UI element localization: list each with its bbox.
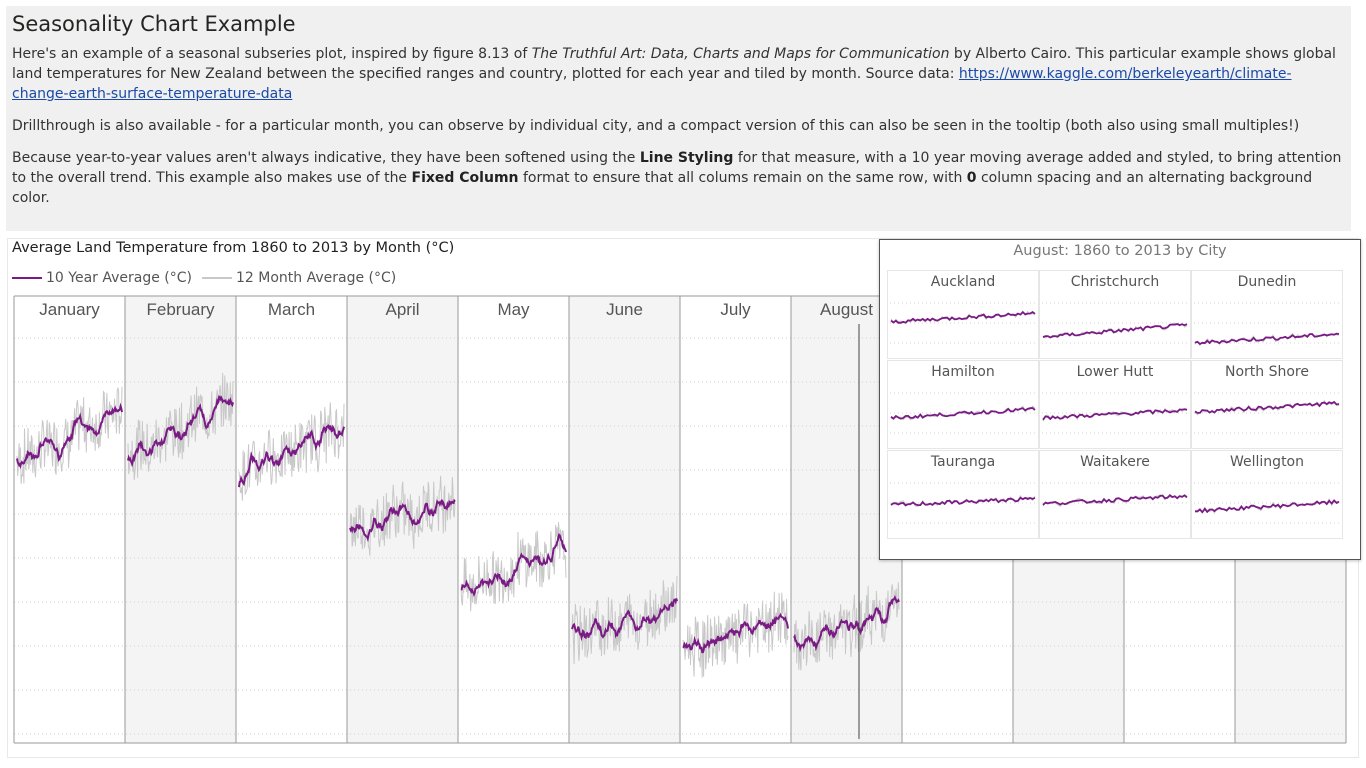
styling-text-f: 0 — [966, 170, 977, 186]
styling-text-a: Because year-to-year values aren't alway… — [12, 150, 640, 166]
series-10-year-february — [127, 395, 234, 468]
city-10-year-line — [1194, 499, 1340, 514]
city-sparkline — [890, 392, 1036, 434]
series-12-month-june — [571, 575, 678, 664]
month-label: April — [385, 300, 419, 319]
city-name: North Shore — [1225, 364, 1309, 380]
month-label: May — [497, 300, 530, 319]
city-10-year-line — [1042, 323, 1188, 339]
series-10-year-august — [793, 594, 900, 653]
city-10-year-line — [890, 496, 1036, 507]
city-name: Tauranga — [930, 454, 996, 470]
month-label: June — [606, 300, 643, 319]
city-name: Wellington — [1230, 454, 1304, 470]
city-cell: Waitakere — [1039, 450, 1191, 539]
intro-text-1: Here's an example of a seasonal subserie… — [12, 46, 532, 62]
styling-text-g: column spacing and an alternating backgr… — [12, 170, 1313, 206]
city-name: Hamilton — [931, 364, 995, 380]
city-sparkline — [1194, 302, 1340, 347]
tooltip-title: August: 1860 to 2013 by City — [1013, 243, 1227, 259]
drillthrough-paragraph: Drillthrough is also available - for a p… — [12, 118, 1300, 134]
legend-label-10-year: 10 Year Average (°C) — [46, 270, 192, 286]
city-12-month-line — [890, 310, 1036, 324]
series-10-year-june — [571, 598, 678, 642]
legend-label-12-month: 12 Month Average (°C) — [236, 270, 397, 286]
description-panel: Seasonality Chart Example Here's an exam… — [6, 6, 1351, 231]
city-sparkline — [890, 482, 1036, 524]
city-sparkline — [1194, 392, 1340, 434]
city-name: Lower Hutt — [1076, 364, 1154, 380]
city-sparkline — [890, 302, 1036, 344]
city-12-month-line — [1042, 322, 1188, 339]
legend-item-10-year[interactable]: 10 Year Average (°C) — [12, 270, 192, 286]
month-panel — [14, 296, 125, 743]
page-title: Seasonality Chart Example — [12, 12, 296, 36]
styling-text-e: format to ensure that all colums remain … — [518, 170, 967, 186]
city-12-month-line — [1194, 332, 1340, 347]
city-name: Waitakere — [1080, 454, 1150, 470]
city-10-year-line — [1042, 408, 1188, 421]
city-cell: Auckland — [887, 270, 1039, 359]
month-label: March — [268, 300, 315, 319]
city-12-month-line — [890, 494, 1036, 507]
series-12-month-may — [460, 522, 567, 612]
book-title: The Truthful Art: Data, Charts and Maps … — [531, 46, 950, 62]
month-panel — [125, 296, 236, 743]
city-sparkline — [1042, 392, 1188, 434]
styling-text-d: Fixed Column — [411, 170, 519, 186]
city-10-year-line — [1042, 493, 1188, 506]
styling-text-c: for that measure, with a 10 year moving … — [12, 150, 1342, 186]
month-label: January — [39, 300, 100, 319]
month-label: February — [146, 300, 215, 319]
month-label: July — [720, 300, 751, 319]
series-12-month-august — [793, 582, 900, 671]
source-data-link[interactable]: https://www.kaggle.com/berkeleyearth/cli… — [12, 66, 1292, 102]
chart-legend: 10 Year Average (°C) 12 Month Average (°… — [12, 270, 406, 286]
city-10-year-line — [890, 407, 1036, 420]
styling-paragraph: Because year-to-year values aren't alway… — [12, 148, 1345, 208]
month-panel — [236, 296, 347, 743]
legend-swatch-10-year — [12, 277, 42, 279]
legend-swatch-12-month — [202, 277, 232, 279]
city-sparkline — [1042, 482, 1188, 524]
series-10-year-april — [349, 498, 456, 543]
intro-text-2: by Alberto Cairo. This particular exampl… — [12, 46, 1336, 82]
series-10-year-january — [16, 402, 123, 470]
intro-paragraph: Here's an example of a seasonal subserie… — [12, 44, 1345, 104]
city-name: Dunedin — [1237, 274, 1297, 290]
city-sparkline — [1194, 482, 1340, 524]
city-name: Christchurch — [1070, 274, 1160, 290]
series-10-year-july — [682, 612, 789, 654]
month-panel — [569, 296, 680, 743]
city-cell: Wellington — [1191, 450, 1343, 539]
city-10-year-line — [1194, 400, 1340, 414]
city-cell: Hamilton — [887, 360, 1039, 449]
city-tooltip: August: 1860 to 2013 by City Auckland Chr… — [879, 239, 1361, 560]
styling-text-b: Line Styling — [639, 150, 734, 166]
series-10-year-march — [238, 424, 345, 488]
month-panel — [458, 296, 569, 743]
month-panel — [347, 296, 458, 743]
legend-item-12-month[interactable]: 12 Month Average (°C) — [202, 270, 396, 286]
city-cell: Lower Hutt — [1039, 360, 1191, 449]
month-panel — [680, 296, 791, 743]
city-sparkline — [1042, 302, 1188, 344]
city-cell: Dunedin — [1191, 270, 1343, 359]
series-10-year-may — [460, 533, 567, 597]
series-12-month-february — [127, 372, 234, 480]
city-cell: Tauranga — [887, 450, 1039, 539]
city-10-year-line — [890, 310, 1036, 324]
city-cell: North Shore — [1191, 360, 1343, 449]
city-10-year-line — [1194, 332, 1340, 345]
city-name: Auckland — [930, 274, 996, 290]
city-cell: Christchurch — [1039, 270, 1191, 359]
chart-title: Average Land Temperature from 1860 to 20… — [12, 240, 455, 256]
month-label: August — [820, 300, 873, 319]
